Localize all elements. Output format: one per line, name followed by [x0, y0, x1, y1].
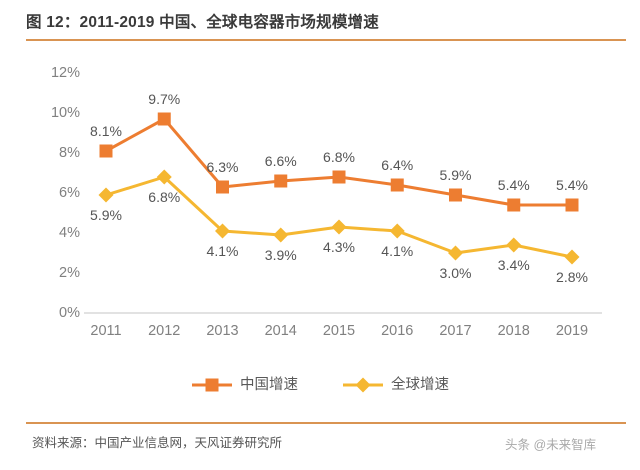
data-point-label: 5.4%: [556, 177, 588, 193]
data-point-label: 2.8%: [556, 269, 588, 285]
data-point-label: 5.4%: [497, 177, 530, 193]
data-point-label: 4.1%: [381, 243, 414, 259]
x-axis-tick-label: 2019: [555, 323, 589, 339]
data-point-label: 4.3%: [323, 239, 355, 255]
chart-legend: 中国增速 全球增速: [0, 372, 640, 398]
data-point-label: 6.8%: [148, 189, 181, 205]
legend-marker-icon: [192, 378, 232, 392]
x-axis-tick-label: 2011: [90, 323, 122, 339]
data-point-marker: [216, 180, 229, 194]
x-axis-tick-label: 2018: [497, 323, 530, 339]
data-point-marker: [331, 219, 347, 235]
y-axis-tick-label: 6%: [59, 185, 80, 201]
title-divider: [26, 39, 626, 41]
data-point-label: 5.9%: [90, 207, 122, 223]
x-axis-tick-label: 2014: [264, 323, 297, 339]
data-point-label: 6.6%: [264, 153, 297, 169]
data-point-marker: [332, 170, 346, 184]
legend-label: 全球增速: [391, 377, 449, 393]
series-group: [98, 112, 580, 265]
chart-svg: [84, 112, 602, 314]
y-axis-tick-label: 10%: [50, 105, 80, 121]
y-axis-tick-label: 8%: [59, 145, 80, 161]
data-point-label: 3.9%: [264, 247, 297, 263]
data-point-label: 3.4%: [497, 257, 530, 273]
legend-marker-icon: [343, 377, 383, 393]
source-note: 资料来源：中国产业信息网，天风证券研究所: [32, 436, 283, 450]
y-axis-tick-label: 4%: [59, 225, 80, 241]
x-axis-tick-label: 2013: [206, 323, 239, 339]
data-point-label: 6.3%: [206, 159, 239, 175]
legend-item-global[interactable]: 全球增速: [342, 376, 449, 394]
data-point-marker: [390, 178, 404, 192]
data-point-label: 5.9%: [439, 167, 472, 183]
watermark-label: 头条 @未来智库: [505, 438, 597, 452]
data-point-marker: [273, 227, 289, 243]
data-point-marker: [389, 223, 405, 239]
data-point-label: 4.1%: [206, 243, 239, 259]
page-title: 图 12：2011-2019 中国、全球电容器市场规模增速: [26, 14, 379, 31]
title-block: 图 12：2011-2019 中国、全球电容器市场规模增速: [26, 12, 626, 40]
data-point-marker: [507, 198, 521, 212]
x-axis-tick-label: 2012: [148, 323, 181, 339]
data-point-marker: [157, 112, 171, 126]
legend-item-china[interactable]: 中国增速: [191, 376, 298, 394]
data-point-marker: [274, 174, 288, 188]
footer-divider: [26, 422, 626, 424]
data-point-marker: [99, 144, 113, 158]
legend-label: 中国增速: [240, 377, 298, 393]
y-axis-tick-label: 12%: [50, 65, 80, 81]
data-point-label: 9.7%: [148, 91, 181, 107]
x-axis-tick-label: 2017: [439, 323, 472, 339]
data-point-marker: [215, 223, 230, 239]
data-point-marker: [449, 188, 462, 202]
data-point-marker: [564, 249, 580, 265]
x-axis-tick-label: 2015: [322, 323, 356, 339]
data-point-marker: [565, 198, 579, 212]
data-point-label: 6.4%: [381, 157, 414, 173]
data-point-label: 3.0%: [439, 265, 472, 281]
data-point-marker: [98, 187, 114, 203]
data-point-marker: [506, 237, 522, 253]
data-point-marker: [156, 169, 172, 185]
x-axis-tick-label: 2016: [381, 323, 414, 339]
data-point-label: 8.1%: [90, 123, 122, 139]
chart-plot-area: 12% 10% 8% 6% 4% 2% 0% 2011 2012 2013 2014 2015 201…: [0, 48, 640, 358]
data-point-label: 6.8%: [323, 149, 355, 165]
y-axis-tick-label: 2%: [59, 265, 80, 281]
data-point-marker: [448, 245, 463, 261]
y-axis-tick-label: 0%: [59, 305, 80, 321]
